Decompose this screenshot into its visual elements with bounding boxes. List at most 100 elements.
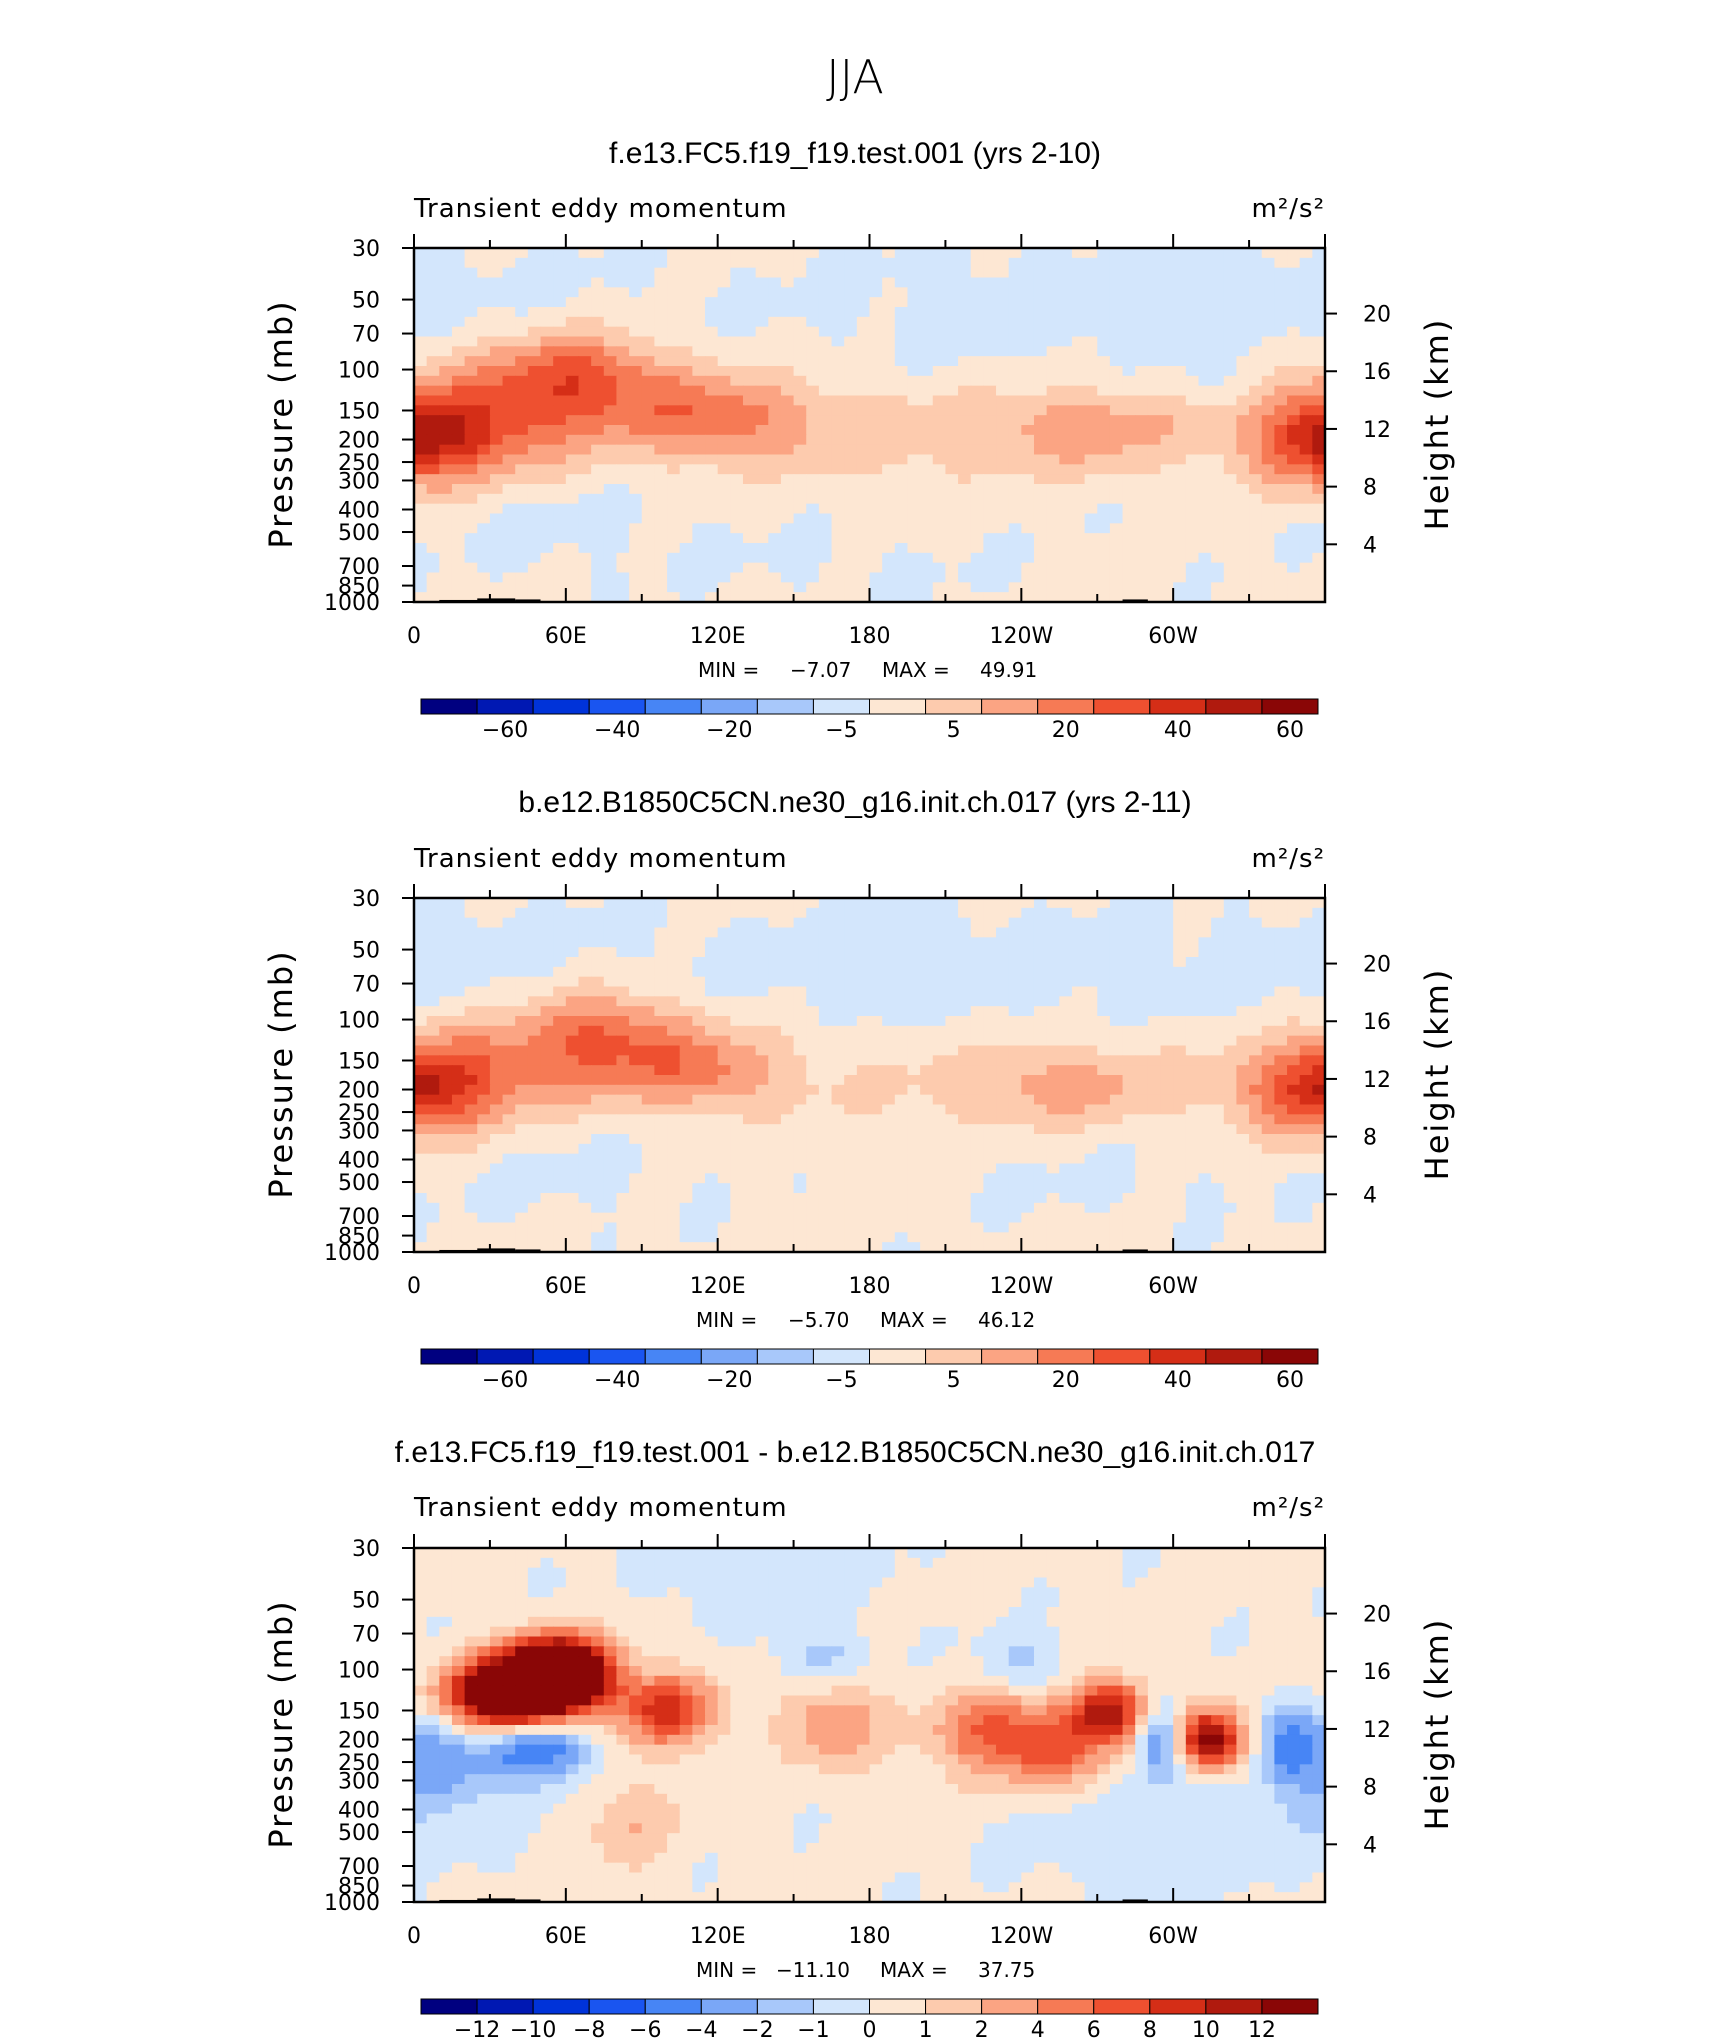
plot-cell xyxy=(717,415,731,426)
plot-cell xyxy=(1261,1114,1275,1125)
plot-cell xyxy=(1046,493,1060,505)
plot-cell xyxy=(1287,287,1301,298)
plot-cell xyxy=(730,1173,744,1184)
plot-cell xyxy=(603,543,618,554)
plot-cell xyxy=(1059,297,1073,308)
plot-cell xyxy=(1033,533,1048,544)
plot-cell xyxy=(1008,503,1022,515)
plot-cell xyxy=(970,346,984,357)
plot-cell xyxy=(856,425,871,436)
plot-cell xyxy=(793,1114,807,1125)
plot-cell xyxy=(591,1202,605,1214)
plot-cell xyxy=(755,976,769,988)
plot-cell xyxy=(426,1016,440,1027)
plot-cell xyxy=(1122,1183,1136,1194)
plot-cell xyxy=(515,444,529,456)
plot-cell xyxy=(1135,1045,1149,1056)
plot-cell xyxy=(1147,493,1162,505)
plot-cell xyxy=(958,484,972,495)
plot-cell xyxy=(1071,552,1086,564)
plot-cell xyxy=(603,1006,618,1017)
plot-cell xyxy=(1287,1124,1301,1135)
plot-cell xyxy=(730,493,744,505)
plot-cell xyxy=(932,976,947,988)
plot-cell xyxy=(1046,907,1060,919)
plot-cell xyxy=(869,947,883,958)
plot-cell xyxy=(603,976,618,988)
plot-cell xyxy=(464,1163,478,1174)
plot-cell xyxy=(1109,898,1124,909)
plot-cell xyxy=(1122,287,1136,298)
plot-cell xyxy=(869,1055,883,1066)
plot-cell xyxy=(515,552,529,564)
plot-cell xyxy=(1198,552,1212,564)
plot-cell xyxy=(527,976,542,988)
plot-cell xyxy=(755,395,769,406)
plot-cell xyxy=(907,1173,921,1184)
plot-cell xyxy=(831,1124,845,1135)
plot-cell xyxy=(907,385,921,397)
plot-cell xyxy=(1236,326,1250,338)
plot-cell xyxy=(932,415,947,426)
plot-cell xyxy=(730,1104,744,1115)
plot-cell xyxy=(844,277,858,288)
plot-cell xyxy=(932,1202,947,1214)
plot-cell xyxy=(1173,1193,1187,1204)
plot-cell xyxy=(945,543,959,554)
plot-cell xyxy=(1046,1094,1060,1106)
plot-cell xyxy=(1223,1075,1238,1086)
plot-cell xyxy=(477,326,491,338)
plot-cell xyxy=(1135,1173,1149,1184)
plot-cell xyxy=(439,277,453,288)
plot-cell xyxy=(489,917,504,929)
plot-cell xyxy=(920,572,934,583)
plot-cell xyxy=(1274,976,1288,988)
plot-cell xyxy=(1135,316,1149,328)
plot-cell xyxy=(527,1094,542,1106)
plot-cell xyxy=(920,917,934,929)
plot-cell xyxy=(1021,543,1035,554)
plot-cell xyxy=(1185,937,1200,948)
plot-cell xyxy=(1033,1202,1048,1214)
plot-cell xyxy=(464,1104,478,1115)
plot-cell xyxy=(1299,1114,1313,1125)
plot-cell xyxy=(768,1143,782,1155)
plot-cell xyxy=(907,248,921,259)
plot-cell xyxy=(755,533,769,544)
plot-cell xyxy=(667,277,681,288)
plot-cell xyxy=(439,1134,453,1145)
plot-cell xyxy=(1021,346,1035,357)
plot-cell xyxy=(540,267,554,279)
plot-cell xyxy=(426,1084,440,1096)
plot-cell xyxy=(945,395,959,406)
plot-cell xyxy=(1299,493,1313,505)
plot-cell xyxy=(945,523,959,534)
plot-cell xyxy=(1312,454,1326,465)
plot-cell xyxy=(1135,277,1149,288)
plot-cell xyxy=(515,927,529,938)
plot-cell xyxy=(1046,917,1060,929)
plot-cell xyxy=(578,277,592,288)
plot-cell xyxy=(641,562,655,574)
plot-cell xyxy=(1021,267,1035,279)
plot-cell xyxy=(806,287,820,298)
plot-cell xyxy=(1173,464,1187,475)
plot-cell xyxy=(1198,917,1212,929)
plot-cell xyxy=(869,307,883,318)
plot-cell xyxy=(1287,592,1301,603)
plot-cell xyxy=(1059,572,1073,583)
plot-cell xyxy=(565,1065,580,1076)
plot-cell xyxy=(717,1104,731,1115)
colorbar-swatch xyxy=(1037,698,1095,715)
plot-cell xyxy=(591,316,605,328)
plot-cell xyxy=(679,592,693,603)
plot-cell xyxy=(742,582,757,593)
plot-cell xyxy=(1160,592,1174,603)
plot-cell xyxy=(629,1075,643,1086)
plot-cell xyxy=(920,966,934,978)
plot-cell xyxy=(1236,1183,1250,1194)
plot-cell xyxy=(945,917,959,929)
plot-cell xyxy=(1033,562,1048,574)
plot-cell xyxy=(730,957,744,968)
plot-cell xyxy=(856,572,871,583)
